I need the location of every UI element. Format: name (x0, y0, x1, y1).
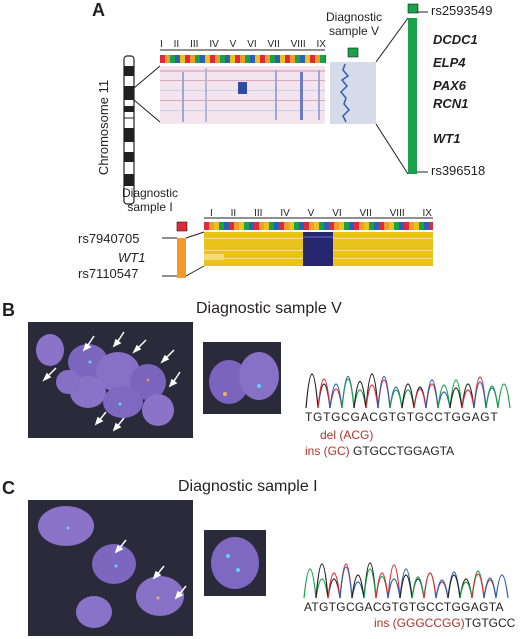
diagnostic-i-label-line1: Diagnostic (121, 186, 179, 200)
sequence-b: TGTGCGACGTGTGCCTGGAGT (305, 410, 499, 424)
copy-number-heatmap (160, 66, 325, 124)
fish-image-b-zoom (203, 342, 281, 414)
panel-b-title: Diagnostic sample V (196, 300, 342, 317)
roman-2: II (173, 39, 180, 50)
ins-line-b: ins (GC) GTGCCTGGAGTA (305, 444, 454, 458)
roman-lower-4: IV (280, 208, 290, 219)
roman-lower-9: IX (422, 208, 432, 219)
roman-1: I (160, 39, 163, 50)
roman-header-lower: I II III IV V VI VII VIII IX (210, 208, 432, 219)
chromosome-label: Chromosome 11 (96, 79, 112, 176)
diagnostic-v-trace (330, 47, 376, 124)
ins-rest-c: TGTGCC (464, 616, 516, 630)
diagnostic-v-label-line2: sample V (328, 24, 380, 38)
diagnostic-v-label: Diagnostic sample V (325, 10, 383, 38)
fish-image-c-wide (28, 500, 193, 636)
roman-6: VI (247, 39, 257, 50)
lower-snp-bottom-label: rs7110547 (78, 266, 139, 281)
gene-label-dcdc1: DCDC1 (433, 32, 478, 47)
snp-bottom-label: rs396518 (431, 163, 486, 178)
deleted-region-bar (375, 3, 428, 175)
ins-label-c: ins (GGGCCGG) (374, 616, 465, 630)
ins-rest-b: GTGCCTGGAGTA (353, 444, 455, 458)
roman-lower-8: VIII (389, 208, 405, 219)
roman-lower-7: VII (359, 208, 372, 219)
ins-label-b: ins (GC) (305, 444, 350, 458)
fish-image-b-wide (28, 322, 193, 438)
diagnostic-i-label-line2: sample I (127, 200, 173, 214)
roman-lower-5: V (307, 208, 315, 219)
roman-lower-2: II (230, 208, 237, 219)
del-label-b: del (ACG) (320, 428, 374, 442)
lower-gene-label: WT1 (118, 250, 146, 265)
gene-label-wt1: WT1 (433, 131, 461, 146)
sample-symbols-upper (160, 55, 326, 63)
ins-line-c: ins (GGGCCGG)TGTGCC (374, 616, 515, 630)
roman-8: VIII (290, 39, 306, 50)
sample-symbols-lower (204, 222, 433, 230)
panel-label-c: C (2, 478, 15, 498)
roman-header-upper: I II III IV V VI VII VIII IX (160, 39, 326, 50)
sequence-c: ATGTGCGACGTGTGCCTGGAGTA (304, 600, 504, 614)
lower-snp-top-label: rs7940705 (78, 231, 140, 246)
roman-7: VII (267, 39, 280, 50)
gene-label-pax6: PAX6 (433, 78, 466, 93)
roman-4: IV (209, 39, 219, 50)
roman-5: V (229, 39, 237, 50)
roman-lower-3: III (254, 208, 263, 219)
gene-label-elp4: ELP4 (433, 55, 466, 70)
chromosome-ideogram (123, 55, 135, 205)
panel-label-b: B (2, 300, 15, 320)
diagnostic-v-label-line1: Diagnostic (325, 10, 383, 24)
roman-lower-1: I (210, 208, 213, 219)
roman-3: III (190, 39, 199, 50)
snp-top-label: rs2593549 (431, 3, 493, 18)
diagnostic-i-label: Diagnostic sample I (118, 186, 182, 214)
roman-lower-6: VI (332, 208, 342, 219)
roman-9: IX (316, 39, 326, 50)
panel-c-title: Diagnostic sample I (178, 478, 318, 495)
diagnostic-i-region (162, 217, 433, 278)
gene-label-rcn1: RCN1 (433, 96, 469, 111)
fish-image-c-zoom (204, 530, 266, 596)
panel-label-a: A (92, 0, 105, 20)
